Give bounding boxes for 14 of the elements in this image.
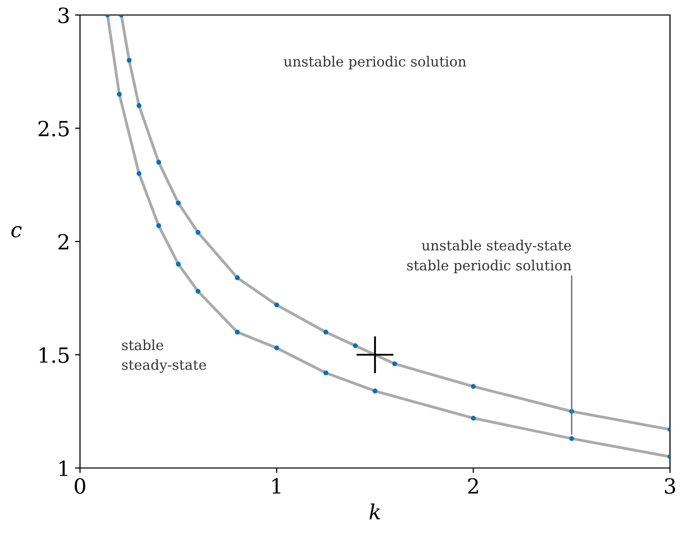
annotation: stable steady-state: [122, 339, 206, 373]
annotation: unstable periodic solution: [284, 56, 466, 70]
x-tick-label: 0: [74, 478, 86, 494]
y-axis-title: c: [11, 226, 22, 238]
x-tick-label: 3: [664, 478, 676, 494]
x-tick-label: 2: [468, 478, 478, 494]
y-tick-label: 1: [60, 460, 68, 476]
y-tick-label: 2.5: [38, 120, 69, 136]
annotation: unstable steady-state stable periodic solution: [407, 240, 572, 274]
x-tick-label: 1: [272, 478, 280, 494]
y-tick-label: 2: [58, 234, 68, 250]
x-axis-title: k: [370, 503, 380, 520]
y-tick-label: 3: [58, 7, 69, 24]
y-tick-label: 1.5: [40, 347, 69, 363]
